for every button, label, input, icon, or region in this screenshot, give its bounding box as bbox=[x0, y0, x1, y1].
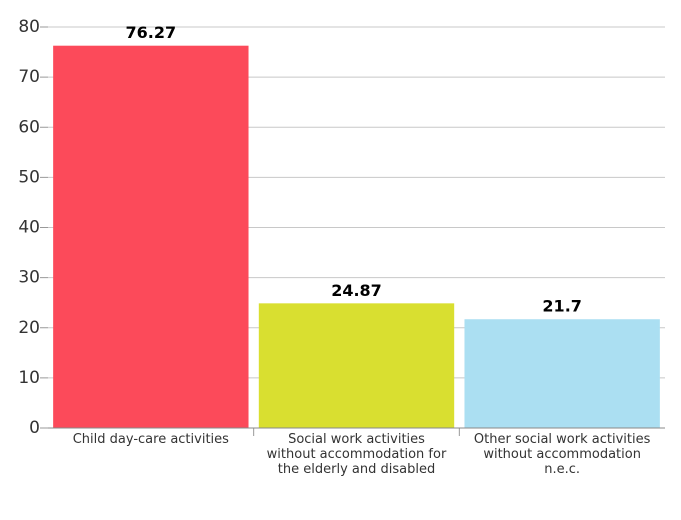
y-tick-label: 60 bbox=[18, 117, 40, 137]
x-tick-label-box: Other social work activities without acc… bbox=[473, 432, 651, 477]
value-label: 24.87 bbox=[331, 281, 382, 300]
y-tick-label: 20 bbox=[18, 318, 40, 338]
x-tick-label-box: Child day-care activities bbox=[72, 432, 229, 447]
y-tick-label: 30 bbox=[18, 268, 40, 288]
bar bbox=[53, 45, 249, 428]
bar bbox=[464, 319, 660, 428]
y-tick-label: 70 bbox=[18, 67, 40, 87]
bar bbox=[258, 303, 455, 428]
y-tick-label: 40 bbox=[18, 218, 40, 238]
value-label: 76.27 bbox=[126, 23, 177, 42]
x-tick-label-box: Social work activities without accommoda… bbox=[266, 432, 447, 477]
x-tick-label: Social work activities without accommoda… bbox=[266, 432, 447, 477]
y-tick-label: 0 bbox=[29, 418, 40, 438]
value-label: 21.7 bbox=[542, 297, 581, 316]
x-tick-label: Child day-care activities bbox=[72, 432, 229, 447]
y-tick-label: 10 bbox=[18, 368, 40, 388]
x-tick-label: Other social work activities without acc… bbox=[473, 432, 651, 477]
y-tick-label: 50 bbox=[18, 167, 40, 187]
y-tick-label: 80 bbox=[18, 17, 40, 37]
